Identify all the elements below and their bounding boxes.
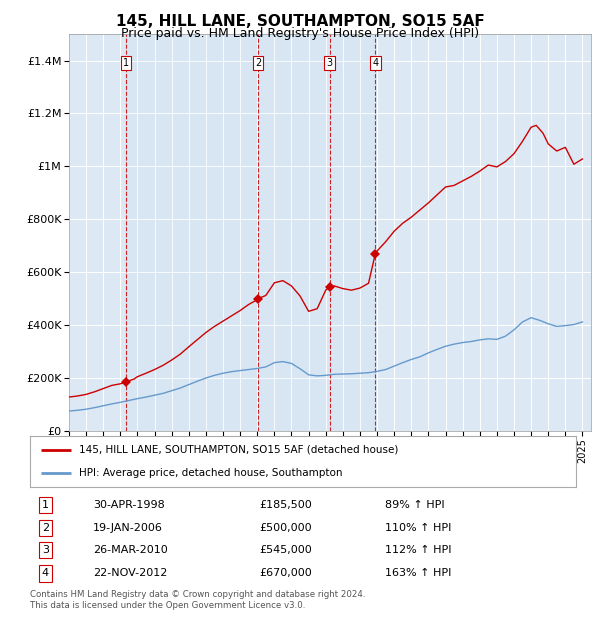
Text: HPI: Average price, detached house, Southampton: HPI: Average price, detached house, Sout… bbox=[79, 468, 343, 478]
Text: 4: 4 bbox=[42, 569, 49, 578]
Text: 145, HILL LANE, SOUTHAMPTON, SO15 5AF (detached house): 145, HILL LANE, SOUTHAMPTON, SO15 5AF (d… bbox=[79, 445, 398, 454]
Text: 2: 2 bbox=[42, 523, 49, 533]
Text: 163% ↑ HPI: 163% ↑ HPI bbox=[385, 569, 451, 578]
Text: 1: 1 bbox=[42, 500, 49, 510]
Text: 3: 3 bbox=[326, 58, 333, 68]
Text: £500,000: £500,000 bbox=[259, 523, 312, 533]
Text: £670,000: £670,000 bbox=[259, 569, 312, 578]
Text: 145, HILL LANE, SOUTHAMPTON, SO15 5AF: 145, HILL LANE, SOUTHAMPTON, SO15 5AF bbox=[116, 14, 484, 29]
Text: 26-MAR-2010: 26-MAR-2010 bbox=[93, 546, 167, 556]
Text: 112% ↑ HPI: 112% ↑ HPI bbox=[385, 546, 451, 556]
Text: £545,000: £545,000 bbox=[259, 546, 312, 556]
Text: 19-JAN-2006: 19-JAN-2006 bbox=[93, 523, 163, 533]
Text: 110% ↑ HPI: 110% ↑ HPI bbox=[385, 523, 451, 533]
Text: 89% ↑ HPI: 89% ↑ HPI bbox=[385, 500, 445, 510]
Text: £185,500: £185,500 bbox=[259, 500, 312, 510]
Text: 4: 4 bbox=[372, 58, 379, 68]
Text: 30-APR-1998: 30-APR-1998 bbox=[93, 500, 164, 510]
Text: Contains HM Land Registry data © Crown copyright and database right 2024.
This d: Contains HM Land Registry data © Crown c… bbox=[30, 590, 365, 609]
Text: 2: 2 bbox=[255, 58, 261, 68]
Text: Price paid vs. HM Land Registry's House Price Index (HPI): Price paid vs. HM Land Registry's House … bbox=[121, 27, 479, 40]
Text: 3: 3 bbox=[42, 546, 49, 556]
Text: 1: 1 bbox=[123, 58, 129, 68]
Text: 22-NOV-2012: 22-NOV-2012 bbox=[93, 569, 167, 578]
Bar bbox=[126, 34, 376, 431]
